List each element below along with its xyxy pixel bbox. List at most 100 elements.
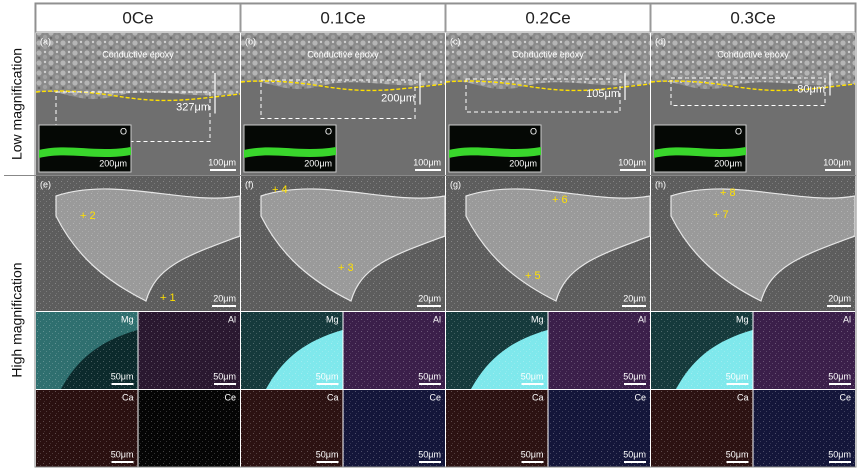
panel-letter: (b): [245, 36, 256, 46]
epoxy-region: [241, 33, 445, 90]
texture: [548, 312, 650, 389]
region-box: [670, 77, 826, 106]
inset-oxygen-band: [39, 147, 131, 158]
map-scale-label: 50μm: [418, 449, 441, 459]
map-element: Ce: [224, 392, 236, 402]
analysis-point: + 6: [552, 194, 568, 206]
panel-letter: (g): [450, 179, 461, 189]
map-scale-label: 50μm: [623, 449, 646, 459]
map-scale-label: 50μm: [316, 371, 339, 381]
region-box: [260, 79, 416, 119]
interface-line: [650, 80, 856, 92]
texture: [138, 312, 240, 389]
epoxy-region: [651, 33, 855, 90]
epoxy-region: [446, 33, 650, 90]
map-scale-label: 50μm: [418, 371, 441, 381]
map-element: Al: [433, 314, 441, 324]
depth-label: 200μm: [381, 92, 415, 104]
inset-scale-label: 200μm: [304, 158, 332, 168]
map-scale-label: 50μm: [316, 449, 339, 459]
scale-bar-label: 20μm: [623, 293, 646, 303]
inset-scale-label: 200μm: [509, 158, 537, 168]
epoxy-label: Conductive epoxy: [307, 49, 379, 59]
map-element: Ce: [839, 392, 851, 402]
analysis-point: + 4: [272, 184, 288, 196]
texture: [753, 390, 855, 467]
map-element: Ce: [634, 392, 646, 402]
header-cell: [650, 3, 856, 33]
region-box: [465, 78, 621, 113]
analysis-point: + 3: [338, 262, 354, 274]
epoxy-label: Conductive epoxy: [512, 49, 584, 59]
inset-oxygen-band: [244, 147, 336, 158]
column-header: 0Ce: [122, 8, 153, 27]
texture: [446, 390, 548, 467]
inset-oxygen-band: [654, 147, 746, 158]
map-element: Ce: [429, 392, 441, 402]
analysis-point: + 1: [160, 292, 176, 304]
depth-label: 105μm: [586, 88, 620, 100]
map-scale-label: 50μm: [111, 449, 134, 459]
inset-element: O: [735, 126, 742, 136]
map-element: Mg: [326, 314, 339, 324]
map-element: Ca: [327, 392, 339, 402]
inset-element: O: [325, 126, 332, 136]
inset-element: O: [530, 126, 537, 136]
texture: [36, 390, 138, 467]
inset-scale-label: 200μm: [714, 158, 742, 168]
frame: [34, 2, 857, 468]
map-scale-label: 50μm: [828, 449, 851, 459]
scale-bar-label: 100μm: [618, 157, 646, 167]
texture: [651, 390, 753, 467]
scale-bar-label: 20μm: [213, 293, 236, 303]
row-label: Low magnification: [9, 48, 25, 160]
texture: [753, 312, 855, 389]
column-header: 0.2Ce: [525, 8, 570, 27]
panel-letter: (e): [40, 179, 51, 189]
map-element: Al: [228, 314, 236, 324]
map-scale-label: 50μm: [623, 371, 646, 381]
header-cell: [35, 3, 241, 33]
map-scale-label: 50μm: [213, 371, 236, 381]
map-element: Ca: [532, 392, 544, 402]
panel-letter: (h): [655, 179, 666, 189]
scale-bar-label: 100μm: [413, 157, 441, 167]
map-scale-label: 50μm: [521, 449, 544, 459]
inset-scale-label: 200μm: [99, 158, 127, 168]
epoxy-label: Conductive epoxy: [717, 49, 789, 59]
map-scale-label: 50μm: [828, 371, 851, 381]
scale-bar-label: 100μm: [208, 157, 236, 167]
epoxy-label: Conductive epoxy: [102, 49, 174, 59]
texture: [343, 390, 445, 467]
texture: [36, 176, 240, 311]
analysis-point: + 2: [80, 210, 96, 222]
column-header: 0.3Ce: [730, 8, 775, 27]
texture: [241, 390, 343, 467]
analysis-point: + 7: [713, 209, 729, 221]
analysis-point: + 5: [525, 270, 541, 282]
map-scale-label: 50μm: [726, 371, 749, 381]
texture: [241, 176, 445, 311]
map-element: Mg: [531, 314, 544, 324]
panel-letter: (d): [655, 36, 666, 46]
map-scale-label: 50μm: [726, 449, 749, 459]
interface-line: [240, 80, 446, 92]
texture: [651, 312, 753, 389]
map-scale-label: 50μm: [521, 371, 544, 381]
row-label: High magnification: [9, 262, 25, 377]
texture: [343, 312, 445, 389]
scale-bar-label: 100μm: [823, 157, 851, 167]
panel-letter: (a): [40, 36, 51, 46]
depth-label: 80μm: [797, 83, 825, 95]
inset-oxygen-band: [449, 147, 541, 158]
scale-bar-label: 20μm: [828, 293, 851, 303]
map-element: Mg: [121, 314, 134, 324]
map-element: Mg: [736, 314, 749, 324]
texture: [138, 390, 240, 467]
map-element: Al: [843, 314, 851, 324]
epoxy-region: [36, 33, 240, 100]
column-header: 0.1Ce: [320, 8, 365, 27]
texture: [241, 312, 343, 389]
map-element: Al: [638, 314, 646, 324]
